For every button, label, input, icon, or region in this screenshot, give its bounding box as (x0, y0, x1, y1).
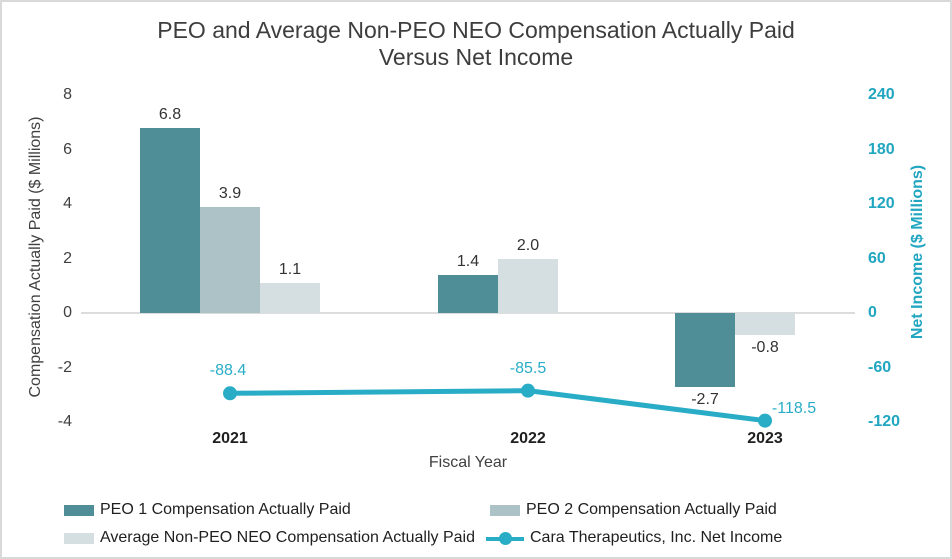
chart-title-line1: PEO and Average Non-PEO NEO Compensation… (157, 17, 795, 43)
zero-gridline (81, 312, 855, 314)
left-tick-8: 8 (63, 86, 72, 103)
legend-swatch-icon (64, 504, 94, 516)
bar-2023-series3 (735, 313, 795, 335)
bar-2023-series1 (675, 313, 735, 387)
chart-title: PEO and Average Non-PEO NEO Compensation… (2, 17, 950, 71)
bar-value-label: 1.4 (456, 252, 480, 270)
legend-swatch-icon (490, 504, 520, 516)
left-tick-2: 2 (63, 249, 72, 267)
legend-label: Average Non-PEO NEO Compensation Actuall… (100, 529, 476, 546)
bar-2021-series2 (200, 206, 260, 313)
left-tick-0: 0 (63, 304, 72, 321)
bar-2022-series3 (498, 258, 558, 313)
bar-value-label: 6.8 (158, 105, 182, 123)
bar-2022-series1 (438, 274, 498, 313)
legend-item-3: Average Non-PEO NEO Compensation Actuall… (64, 529, 475, 547)
legend-swatch-icon (64, 532, 94, 544)
bar-value-label: -2.7 (691, 390, 719, 408)
net-income-value-label: -118.5 (771, 399, 817, 417)
right-tick-0: 0 (868, 304, 877, 321)
legend-label: PEO 1 Compensation Actually Paid (100, 501, 351, 518)
right-tick-60: 60 (868, 249, 886, 267)
right-tick-240: 240 (868, 86, 895, 103)
bar-value-label: -0.8 (751, 338, 779, 356)
legend-item-1: PEO 1 Compensation Actually Paid (64, 501, 351, 519)
legend-label: Cara Therapeutics, Inc. Net Income (530, 529, 783, 546)
bar-value-label: 3.9 (218, 184, 242, 202)
right-tick-120: 120 (868, 195, 895, 212)
legend-item-2: PEO 2 Compensation Actually Paid (490, 501, 777, 519)
right-tick--60: -60 (868, 358, 892, 376)
x-axis-title: Fiscal Year (428, 454, 508, 471)
left-tick-4: 4 (63, 195, 72, 212)
x-label-2022: 2022 (510, 430, 546, 447)
bar-2021-series3 (260, 283, 320, 313)
left-tick-6: 6 (63, 140, 72, 158)
bar-value-label: 1.1 (278, 261, 302, 279)
chart-title-line2: Versus Net Income (378, 44, 574, 70)
legend-label: PEO 2 Compensation Actually Paid (526, 501, 777, 518)
bar-2021-series1 (140, 127, 200, 313)
net-income-value-label: -85.5 (509, 359, 547, 377)
right-tick-180: 180 (868, 140, 895, 158)
legend-line-marker-icon (486, 531, 524, 545)
left-tick--2: -2 (57, 358, 72, 376)
bar-value-label: 2.0 (516, 236, 540, 254)
legend-line-dot (499, 531, 512, 545)
left-tick--4: -4 (57, 413, 72, 430)
x-label-2021: 2021 (212, 430, 248, 447)
right-tick--120: -120 (868, 413, 901, 430)
x-label-2023: 2023 (747, 430, 783, 447)
net-income-value-label: -88.4 (209, 362, 247, 380)
legend-item-4: Cara Therapeutics, Inc. Net Income (486, 529, 782, 547)
